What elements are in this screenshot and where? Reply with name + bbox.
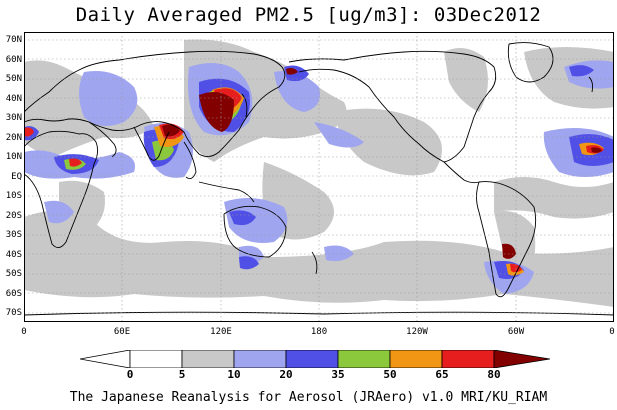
colorbar-label: 20 (279, 368, 293, 381)
lat-label: EQ (11, 172, 22, 182)
lat-label: 70S (5, 308, 22, 318)
lat-label: 50S (5, 269, 22, 279)
colorbar-swatch-65-80 (441, 350, 495, 368)
colorbar-swatch-lt5 (80, 350, 131, 368)
lon-label: 120E (210, 327, 232, 337)
lat-label: 10S (5, 191, 22, 201)
lat-label: 70N (5, 35, 22, 45)
lat-label: 50N (5, 74, 22, 84)
colorbar-label: 35 (331, 368, 345, 381)
lat-label: 20N (5, 133, 22, 143)
graticule (24, 32, 614, 322)
lon-label: 60E (113, 327, 131, 337)
colorbar-label: 5 (178, 368, 186, 381)
lat-label: 40S (5, 250, 22, 260)
colorbar-swatch-ge80 (493, 350, 550, 368)
colorbar-swatch-35-50 (337, 350, 391, 368)
colorbar-label: 10 (227, 368, 241, 381)
lat-label: 60S (5, 289, 22, 299)
colorbar-swatch-50-65 (389, 350, 443, 368)
pm25-level-ge80 (162, 68, 602, 259)
lon-label: 0 (21, 327, 27, 337)
lat-label: 20S (5, 211, 22, 221)
map-frame (24, 32, 614, 322)
lat-label: 30N (5, 113, 22, 123)
lon-label: 180 (310, 327, 328, 337)
lon-label: 60W (507, 327, 525, 337)
colorbar-swatch-20-35 (285, 350, 339, 368)
lon-label: 0 (609, 327, 615, 337)
pm25-world-map (24, 32, 614, 322)
lon-label: 120W (406, 327, 428, 337)
colorbar-label: 50 (383, 368, 397, 381)
lat-label: 30S (5, 230, 22, 240)
colorbar-swatch-5-10 (181, 350, 235, 368)
colorbar-swatch-10-20 (233, 350, 287, 368)
lat-label: 40N (5, 94, 22, 104)
lat-label: 10N (5, 152, 22, 162)
colorbar-label: 80 (487, 368, 501, 381)
colorbar-label: 65 (435, 368, 449, 381)
colorbar-swatch-0-5 (129, 350, 183, 368)
footer-credit: The Japanese Reanalysis for Aerosol (JRA… (69, 390, 548, 405)
map-title: Daily Averaged PM2.5 [ug/m3]: 03Dec2012 (75, 4, 542, 26)
colorbar (80, 350, 550, 368)
lat-label: 60N (5, 55, 22, 65)
colorbar-label: 0 (126, 368, 134, 381)
